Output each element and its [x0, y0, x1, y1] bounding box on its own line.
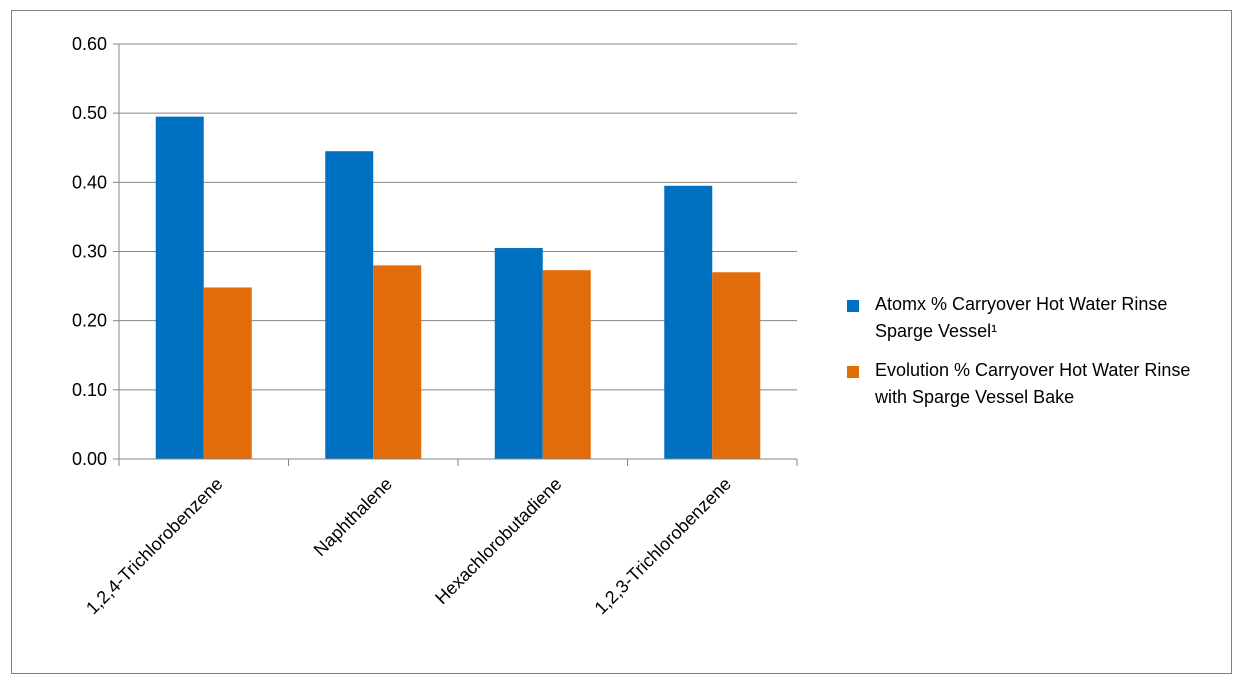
bar-chart: 0.00 0.10 0.20 0.30 0.40 0.50 0.60 1,2,4-Trich…: [72, 34, 798, 619]
x-category-label: Hexachlorobutadiene: [431, 474, 565, 608]
legend-label-atomx: Atomx % Carryover Hot Water Rinse Sparge…: [875, 294, 1168, 341]
y-tick-label: 0.20: [72, 311, 107, 331]
x-category-label: 1,2,3-Trichlorobenzene: [591, 474, 736, 619]
legend: Atomx % Carryover Hot Water Rinse Sparge…: [847, 291, 1227, 423]
y-tick-label: 0.60: [72, 34, 107, 54]
y-tick-label: 0.10: [72, 380, 107, 400]
y-tick-label: 0.50: [72, 103, 107, 123]
y-tick-label: 0.40: [72, 172, 107, 192]
bar-atomx: [325, 151, 374, 460]
bar-evolution: [542, 270, 591, 459]
bar-evolution: [203, 287, 252, 459]
bar-atomx: [664, 185, 713, 459]
bars: [155, 116, 761, 460]
x-category-label: Naphthalene: [310, 474, 396, 560]
x-category-label: 1,2,4-Trichlorobenzene: [82, 474, 227, 619]
x-axis-category-labels: 1,2,4-Trichlorobenzene Naphthalene Hexachl…: [82, 474, 735, 619]
bar-atomx: [155, 116, 204, 459]
legend-swatch-atomx: [847, 300, 859, 312]
bar-evolution: [373, 265, 422, 459]
legend-label-evolution: Evolution % Carryover Hot Water Rinse wi…: [875, 360, 1191, 407]
chart-area: 0.00 0.10 0.20 0.30 0.40 0.50 0.60 1,2,4-Trich…: [11, 10, 1232, 674]
y-tick-label: 0.30: [72, 242, 107, 262]
legend-swatch-evolution: [847, 366, 859, 378]
y-axis-tick-labels: 0.00 0.10 0.20 0.30 0.40 0.50 0.60: [72, 34, 107, 469]
legend-item-atomx: Atomx % Carryover Hot Water Rinse Sparge…: [847, 291, 1227, 345]
y-tick-label: 0.00: [72, 449, 107, 469]
bar-atomx: [494, 248, 543, 459]
legend-item-evolution: Evolution % Carryover Hot Water Rinse wi…: [847, 357, 1227, 411]
bar-evolution: [712, 272, 761, 459]
axes: [113, 43, 798, 466]
